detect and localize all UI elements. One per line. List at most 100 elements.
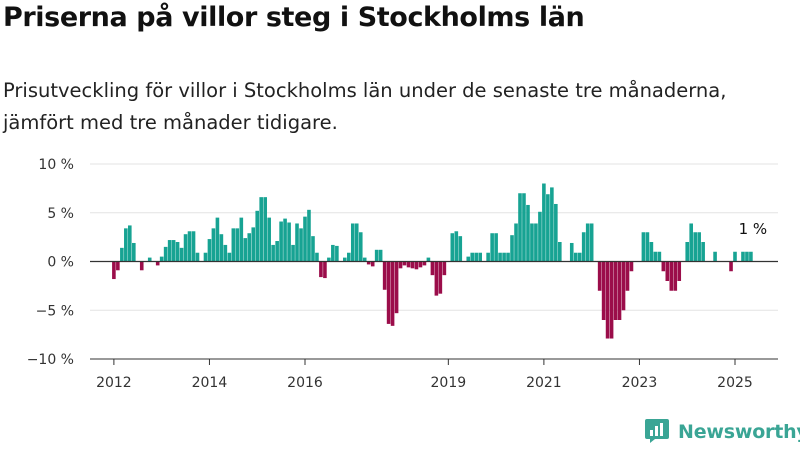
bar — [303, 216, 307, 262]
bar — [514, 223, 518, 262]
bar — [195, 252, 200, 262]
bar — [394, 261, 399, 314]
bar — [275, 241, 279, 262]
bar — [649, 242, 654, 262]
bar — [279, 221, 283, 262]
x-tick-label: 2016 — [287, 375, 323, 391]
bar — [597, 261, 602, 291]
bar — [319, 261, 323, 278]
bar — [231, 228, 236, 262]
bar — [434, 261, 439, 296]
y-tick-label: −10 % — [27, 352, 74, 368]
bar — [414, 261, 419, 270]
bar — [207, 239, 212, 262]
bar — [546, 194, 550, 262]
x-tick-label: 2023 — [622, 375, 658, 391]
bar — [665, 261, 670, 281]
bar — [263, 197, 268, 262]
bar — [311, 236, 315, 262]
bar — [530, 223, 534, 262]
y-tick-label: 0 % — [47, 255, 74, 271]
bar — [430, 261, 435, 276]
bar — [645, 232, 650, 262]
bar — [191, 231, 196, 262]
bar — [557, 242, 562, 262]
bar — [203, 252, 208, 262]
bar — [239, 217, 244, 262]
bar — [749, 251, 753, 262]
bar — [657, 251, 662, 262]
y-axis-labels: 10 % 5 % 0 % −5 % −10 % — [27, 157, 74, 368]
logo-text: Newsworthy — [678, 421, 800, 443]
x-tick-label: 2025 — [717, 375, 753, 391]
bars — [112, 183, 753, 339]
bar — [235, 228, 240, 262]
bar — [223, 244, 228, 262]
bar — [299, 228, 303, 262]
bar — [450, 233, 455, 262]
x-tick-label: 2014 — [192, 375, 228, 391]
bar — [474, 252, 478, 262]
bar — [653, 251, 658, 262]
bar — [350, 223, 355, 262]
bar — [426, 257, 431, 262]
y-tick-label: 5 % — [47, 206, 74, 222]
bar — [227, 252, 232, 262]
bar — [386, 261, 391, 324]
bar — [689, 223, 693, 262]
bar — [259, 197, 263, 262]
bar — [685, 242, 690, 262]
bar — [522, 193, 526, 262]
bar — [573, 252, 578, 262]
bar — [307, 209, 311, 262]
bar — [609, 261, 614, 339]
bar — [741, 251, 745, 262]
bar — [438, 261, 443, 294]
bar — [374, 249, 379, 262]
bar — [601, 261, 606, 320]
newsworthy-chart-icon — [644, 417, 670, 447]
bar — [251, 227, 256, 262]
bar — [370, 261, 375, 267]
newsworthy-logo: Newsworthy — [644, 418, 800, 446]
bar — [526, 204, 530, 262]
x-tick-label: 2021 — [526, 375, 562, 391]
bar — [729, 261, 733, 272]
bar — [382, 261, 387, 290]
bar — [295, 223, 299, 262]
bar — [613, 261, 618, 320]
bar — [502, 252, 506, 262]
bar — [498, 252, 502, 262]
bar — [733, 251, 737, 262]
bar — [283, 218, 287, 262]
bar — [494, 233, 498, 262]
bar — [267, 217, 271, 262]
bar — [701, 242, 705, 262]
bar — [124, 228, 128, 262]
bar — [327, 257, 331, 262]
bar — [641, 232, 646, 262]
bar — [621, 261, 626, 311]
bar — [693, 232, 698, 262]
bar — [585, 223, 590, 262]
bar — [661, 261, 666, 272]
bar — [745, 251, 749, 262]
bar — [713, 251, 717, 262]
bar — [486, 252, 490, 262]
x-tick-label: 2019 — [431, 375, 467, 391]
bar — [215, 217, 220, 262]
bar — [629, 261, 634, 272]
bar — [247, 233, 252, 262]
bar — [422, 261, 427, 266]
bar — [669, 261, 674, 291]
bar — [466, 256, 471, 262]
bar — [315, 252, 319, 262]
bar — [112, 261, 116, 280]
bar — [255, 210, 260, 262]
bar — [697, 232, 701, 262]
bar — [366, 261, 371, 265]
bar — [342, 257, 347, 262]
bar — [187, 231, 192, 262]
bar — [347, 252, 351, 262]
